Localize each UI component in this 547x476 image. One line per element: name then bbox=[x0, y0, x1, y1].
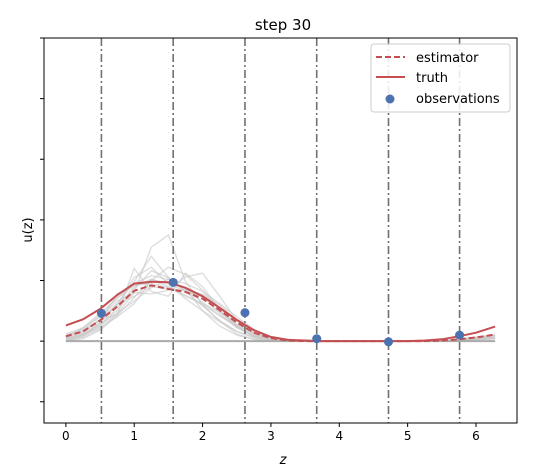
observation-point-4 bbox=[312, 334, 322, 344]
axes-frame bbox=[43, 37, 518, 424]
x-tick-label-3: 3 bbox=[267, 429, 275, 443]
observation-point-5 bbox=[383, 337, 393, 347]
x-tick-label-5: 5 bbox=[404, 429, 412, 443]
observation-point-2 bbox=[168, 277, 178, 287]
x-axis-label: z bbox=[279, 453, 288, 468]
plot-area: 0 1 2 3 4 5 6 bbox=[40, 37, 518, 443]
observation-point-1 bbox=[96, 308, 106, 318]
y-axis-label: u(z) bbox=[21, 217, 36, 242]
legend-truth-label: truth bbox=[416, 71, 448, 86]
legend: estimator truth observations bbox=[370, 43, 511, 113]
legend-estimator-label: estimator bbox=[416, 51, 479, 66]
observation-point-6 bbox=[455, 330, 465, 340]
x-tick-label-1: 1 bbox=[130, 429, 138, 443]
x-tick-label-4: 4 bbox=[335, 429, 343, 443]
legend-observations-label: observations bbox=[416, 92, 500, 107]
x-tick-label-6: 6 bbox=[472, 429, 480, 443]
legend-observations-swatch bbox=[385, 94, 395, 104]
observation-point-3 bbox=[240, 308, 250, 318]
chart-title: step 30 bbox=[255, 16, 311, 34]
x-tick-label-2: 2 bbox=[199, 429, 207, 443]
x-tick-label-0: 0 bbox=[62, 429, 70, 443]
legend-frame bbox=[370, 43, 511, 113]
estimator-line bbox=[65, 284, 496, 343]
truth-line bbox=[65, 280, 496, 343]
